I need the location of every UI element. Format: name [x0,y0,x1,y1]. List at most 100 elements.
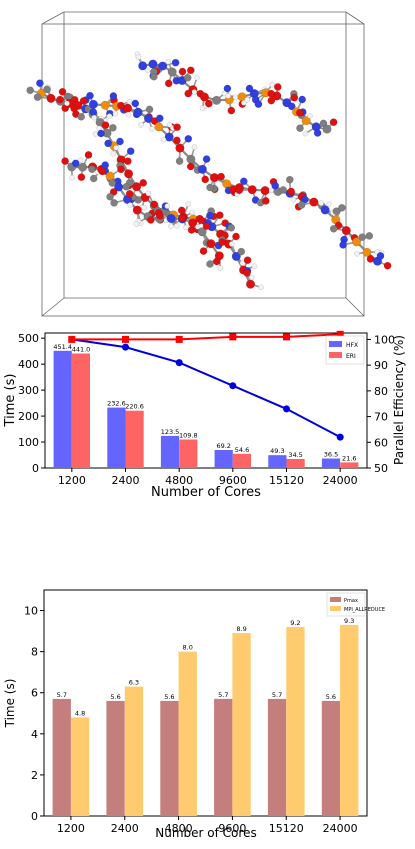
molecule-atom [34,94,41,101]
molecule-atom [43,86,50,93]
molecule-atom [70,175,75,180]
y-tick-label: 2 [31,769,38,782]
chart-1-y2-axis-label: Parallel Efficiency (%) [392,335,406,465]
chart-1-y-axis-label: Time (s) [3,374,18,428]
data-label-hfx-15120: 49.3 [270,447,284,455]
chart-2-legend: Pmax MPI_ALLREDUCE [327,593,385,616]
molecule-atom [124,158,131,165]
data-label-hfx-2400: 232.6 [107,400,126,408]
molecule-atom [101,101,110,110]
molecule-atom [298,202,305,209]
chart-2-legend-label-mpi-allreduce: MPI_ALLREDUCE [344,607,385,613]
chart-2-x-axis-label: Number of Cores [155,826,256,840]
molecule-atom [229,186,236,193]
molecule-atom [78,113,85,120]
chart-1-legend: HFX ERI [326,336,364,364]
molecule-atom [109,179,116,186]
molecule-atom [203,223,210,230]
x-tick-label: 24000 [323,822,358,835]
molecule-atom [198,165,207,174]
molecule-atom [200,93,209,102]
molecule-atom [342,226,351,235]
data-label-mpi-allreduce-4800: 8.0 [183,644,193,652]
molecule-atom [179,68,186,75]
y2-tick-label: 60 [374,436,388,449]
molecule-atom [140,179,147,186]
efficiency-point-0-15120 [283,405,290,412]
molecule-atom [299,96,306,103]
molecule-atom [187,155,196,164]
molecule-atom [64,101,69,106]
data-label-pmax-1200: 5.7 [57,691,67,699]
molecule-atom [86,92,93,99]
molecule-atom [89,100,98,109]
molecule-atom [56,96,63,103]
chart-1-x-axis-label: Number of Cores [151,485,261,500]
x-tick-label: 2400 [111,822,139,835]
molecule-atom [291,94,298,101]
molecule-atom [262,197,269,204]
molecule-atom [161,137,166,142]
molecule-atom [184,74,191,81]
molecule-atom [206,260,213,267]
molecule-atom [296,125,303,132]
molecule-atom [268,90,275,97]
molecule-atom [105,140,112,147]
molecule-atom [187,67,194,74]
molecule-atom [176,144,185,153]
molecule-atom [321,206,330,215]
data-label-eri-15120: 34.5 [288,451,302,459]
molecule-atom [117,102,124,109]
x-tick-label: 1200 [58,474,86,487]
molecule-atom [296,109,303,116]
molecule-atom [228,107,235,114]
efficiency-point-0-4800 [176,359,183,366]
y-tick-label: 500 [18,332,39,345]
data-label-pmax-2400: 5.6 [110,693,120,701]
molecule-atom [194,75,199,80]
molecule-atom [274,83,281,90]
efficiency-line-1 [72,334,340,339]
molecule-atom [268,97,275,104]
molecule-atom [165,204,170,209]
chart-2-plot-frame [44,590,367,816]
molecule-atom [138,122,143,127]
molecule-atom [314,129,321,136]
x-tick-label: 2400 [112,474,140,487]
y2-tick-label: 50 [374,462,388,475]
molecule-atom [62,158,69,165]
molecule-atom [110,92,117,99]
molecule-atom [200,248,207,255]
molecule-atom [319,201,324,206]
chart-1-bars [54,351,359,468]
molecule-atom [156,115,163,122]
molecule-atom [166,59,171,64]
molecule-atom [330,119,337,126]
molecule-atom [117,166,124,173]
data-label-pmax-15120: 5.7 [272,691,282,699]
data-label-hfx-4800: 123.5 [161,428,180,436]
molecule-atom [252,264,257,269]
molecule-atom [167,214,176,223]
molecule-atom [127,148,134,155]
data-label-mpi-allreduce-9600: 8.9 [236,625,246,633]
molecule-atom [72,160,79,167]
molecule-atom [258,285,263,290]
molecule-atom [107,114,112,119]
molecule-atom [330,225,337,232]
molecule-atom [113,111,118,116]
y-tick-label: 10 [24,605,38,618]
molecule-atom [78,174,85,181]
molecule-atom [340,241,347,248]
molecule-atom [156,212,163,219]
chart-1-legend-label-eri: ERI [346,353,356,360]
molecule-atom [155,123,164,132]
y2-tick-label: 90 [374,359,388,372]
molecule-atom [168,224,173,229]
molecule-atom [128,202,133,207]
y-tick-label: 400 [18,358,39,371]
molecule-atom [192,145,197,150]
efficiency-point-1-1200 [68,336,75,343]
